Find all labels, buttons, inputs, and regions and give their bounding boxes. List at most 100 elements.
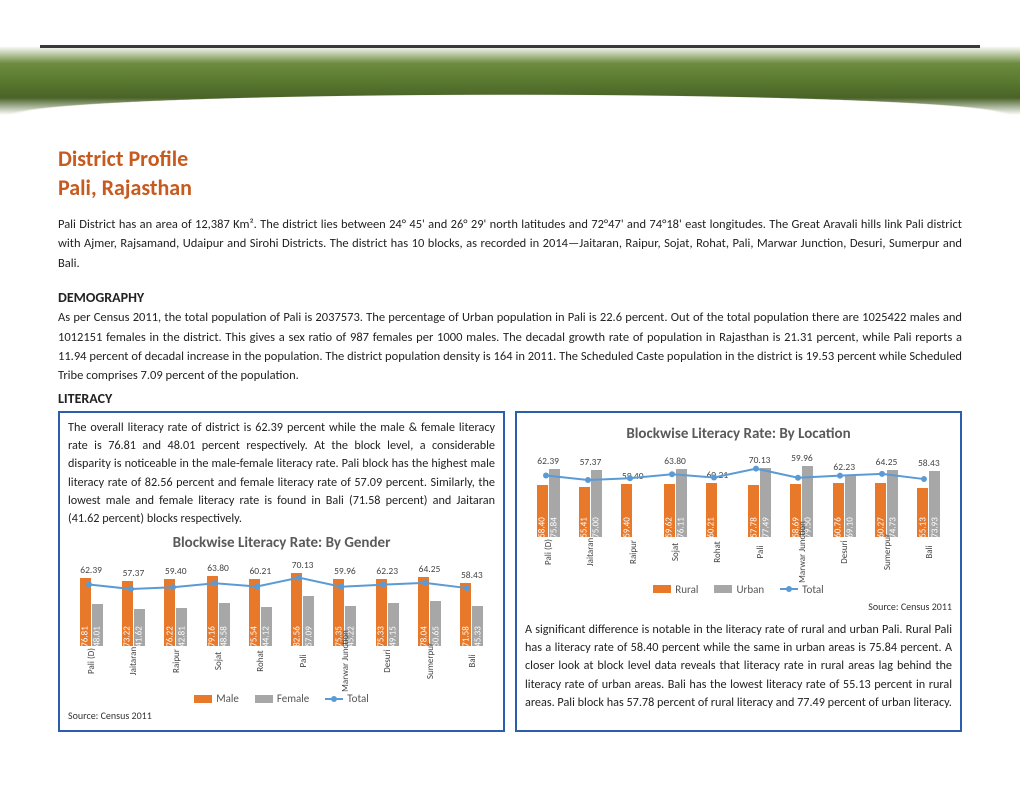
- source-left: Source: Census 2011: [68, 709, 495, 722]
- bar-series-b: 48.58: [219, 603, 230, 646]
- category-label: Marwar Junction: [789, 540, 815, 564]
- category-label: Raipur: [163, 649, 189, 673]
- bar-series-b: 44.12: [261, 607, 272, 646]
- bar-group: 57.3755.4175.00: [579, 470, 602, 537]
- chart-location: 62.3958.4075.84 57.3755.4175.00 59.40 59.40…: [525, 445, 952, 575]
- swatch-icon: [194, 695, 212, 703]
- bar-value: 48.01: [92, 627, 103, 648]
- bar-value: 75.84: [549, 517, 560, 538]
- total-label: 62.23: [376, 565, 398, 577]
- bar-series-b: 42.81: [176, 608, 187, 646]
- total-label: 64.25: [876, 456, 898, 468]
- bar-group: 70.1357.7877.49: [748, 468, 771, 537]
- category-label: Jaitaran: [577, 540, 603, 564]
- bar-value: 73.93: [929, 517, 940, 538]
- bar-value: 42.81: [176, 627, 187, 648]
- bar-group: 64.2578.0450.65: [418, 577, 441, 646]
- total-label: 58.43: [461, 569, 483, 581]
- category-label: Pali (D): [535, 540, 561, 564]
- total-label: 64.25: [419, 563, 441, 575]
- bar-series-a: 75.33: [376, 579, 387, 646]
- total-label: 62.39: [80, 564, 102, 576]
- bar-series-a: 78.04: [418, 577, 429, 646]
- bar-series-b: 69.10: [845, 475, 856, 536]
- total-label: 70.13: [292, 559, 314, 571]
- bar-series-b: 57.09: [303, 596, 314, 647]
- legend-label: Rural: [675, 583, 698, 596]
- category-label: Desuri: [831, 540, 857, 564]
- category-label: Sumerpur: [417, 649, 443, 673]
- bar-value: 60.21: [706, 517, 717, 538]
- bar-series-b: 76.11: [676, 469, 687, 537]
- right-column: Blockwise Literacy Rate: By Location 62.…: [515, 411, 962, 733]
- category-label: Rohat: [247, 649, 273, 673]
- bar-series-a: 60.76: [833, 483, 844, 537]
- bar-series-b: 48.01: [92, 604, 103, 647]
- bar-value: 76.81: [80, 627, 91, 648]
- total-label: 57.37: [580, 456, 602, 468]
- legend-urban: Urban: [714, 583, 764, 596]
- bar-group: 58.4371.5845.33: [460, 583, 483, 647]
- line-icon: [325, 698, 343, 700]
- bar-series-a: 60.21: [706, 483, 717, 537]
- page-title: District Profile: [58, 145, 962, 172]
- legend-male: Male: [194, 692, 239, 705]
- line-icon: [780, 588, 798, 590]
- bar-value: 82.56: [291, 627, 302, 648]
- total-label: 60.21: [706, 469, 728, 481]
- demography-text: As per Census 2011, the total population…: [58, 308, 962, 386]
- chart-location-legend: Rural Urban Total: [525, 583, 952, 596]
- category-label: Sojat: [205, 649, 231, 673]
- category-label: Pali: [290, 649, 316, 673]
- bar-value: 55.41: [579, 517, 590, 538]
- total-label: 62.39: [537, 455, 559, 467]
- left-column: The overall literacy rate of district is…: [58, 411, 505, 733]
- bar-value: 69.10: [845, 517, 856, 538]
- two-column-layout: The overall literacy rate of district is…: [58, 411, 962, 733]
- swatch-icon: [714, 585, 732, 593]
- legend-label: Male: [216, 692, 239, 705]
- category-label: Rohat: [704, 540, 730, 564]
- bar-group: 62.3958.4075.84: [537, 469, 560, 536]
- bar-series-a: 82.56: [291, 573, 302, 646]
- bar-series-b: 74.73: [887, 470, 898, 536]
- category-label: Sojat: [662, 540, 688, 564]
- legend-label: Urban: [736, 583, 764, 596]
- bar-series-b: 45.33: [472, 606, 483, 646]
- bar-value: 76.11: [676, 517, 687, 538]
- bar-value: 48.58: [219, 627, 230, 648]
- bar-value: 49.15: [388, 627, 399, 648]
- bar-series-b: 73.93: [929, 471, 940, 537]
- total-label: 62.23: [833, 461, 855, 473]
- bar-series-a: 71.58: [460, 583, 471, 647]
- source-right: Source: Census 2011: [525, 600, 952, 613]
- total-label: 59.40: [165, 565, 187, 577]
- bar-series-a: 59.40: [621, 484, 632, 537]
- total-label: 59.40: [622, 470, 644, 482]
- bar-group: 59.4076.2242.81: [164, 579, 187, 647]
- bar-series-a: 76.22: [164, 579, 175, 647]
- category-label: Pali (D): [78, 649, 104, 673]
- legend-label: Total: [802, 583, 824, 596]
- bar-group: 57.3773.2241.62: [122, 581, 145, 646]
- bar-group: 62.2360.7669.10: [833, 475, 856, 536]
- bar-group: 63.8079.1648.58: [207, 576, 230, 646]
- right-text: A significant difference is notable in t…: [525, 621, 952, 712]
- left-text: The overall literacy rate of district is…: [68, 419, 495, 529]
- chart-gender-legend: Male Female Total: [68, 692, 495, 705]
- legend-female: Female: [255, 692, 309, 705]
- total-label: 63.80: [207, 562, 229, 574]
- bar-series-a: 55.13: [917, 488, 928, 537]
- chart-location-title: Blockwise Literacy Rate: By Location: [525, 425, 952, 443]
- category-label: Raipur: [620, 540, 646, 564]
- bar-value: 59.40: [621, 517, 632, 538]
- section-literacy-heading: LITERACY: [58, 390, 962, 407]
- bar-group: 64.2560.2774.73: [875, 470, 898, 536]
- swatch-icon: [255, 695, 273, 703]
- page-subtitle: Pali, Rajasthan: [58, 174, 962, 201]
- bar-series-a: 79.16: [207, 576, 218, 646]
- bar-series-a: 60.27: [875, 483, 886, 537]
- chart-gender-title: Blockwise Literacy Rate: By Gender: [68, 534, 495, 552]
- category-label: Sumerpur: [874, 540, 900, 564]
- category-label: Pali: [747, 540, 773, 564]
